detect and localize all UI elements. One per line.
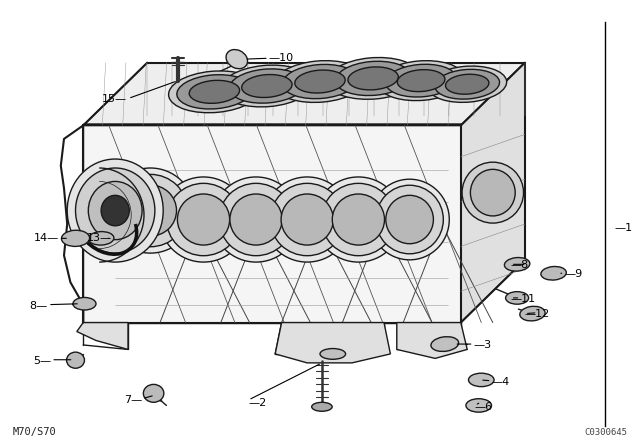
Ellipse shape — [226, 50, 248, 69]
Ellipse shape — [386, 195, 433, 244]
Ellipse shape — [462, 162, 524, 223]
Ellipse shape — [212, 177, 300, 262]
Ellipse shape — [221, 65, 313, 107]
Ellipse shape — [541, 267, 566, 280]
Polygon shape — [397, 323, 467, 358]
Ellipse shape — [321, 183, 396, 256]
Ellipse shape — [428, 66, 507, 103]
Polygon shape — [461, 63, 525, 323]
Ellipse shape — [386, 64, 456, 97]
Text: 5—: 5— — [33, 356, 51, 366]
Ellipse shape — [101, 195, 129, 226]
Ellipse shape — [270, 183, 344, 256]
Text: —12: —12 — [525, 310, 550, 319]
Polygon shape — [83, 125, 461, 323]
Text: —10: —10 — [269, 53, 294, 63]
Ellipse shape — [295, 70, 345, 93]
Ellipse shape — [315, 177, 402, 262]
Ellipse shape — [370, 179, 449, 260]
Text: —3: —3 — [474, 340, 492, 350]
Ellipse shape — [160, 177, 247, 262]
Ellipse shape — [327, 57, 419, 99]
Ellipse shape — [67, 159, 163, 262]
Ellipse shape — [378, 60, 465, 101]
Ellipse shape — [520, 306, 545, 321]
Ellipse shape — [376, 185, 444, 254]
Ellipse shape — [264, 177, 351, 262]
Ellipse shape — [76, 168, 155, 253]
Ellipse shape — [504, 258, 530, 271]
Ellipse shape — [177, 194, 230, 245]
Ellipse shape — [397, 69, 445, 92]
Text: —6: —6 — [475, 402, 493, 412]
Text: M70/S70: M70/S70 — [13, 427, 56, 437]
Text: 15—: 15— — [102, 95, 127, 104]
Ellipse shape — [312, 402, 332, 411]
Ellipse shape — [466, 399, 492, 412]
Ellipse shape — [320, 349, 346, 359]
Ellipse shape — [168, 71, 260, 113]
Ellipse shape — [113, 174, 188, 247]
Text: 14—: 14— — [34, 233, 59, 243]
Ellipse shape — [274, 60, 366, 103]
Ellipse shape — [281, 194, 333, 245]
Ellipse shape — [468, 373, 494, 387]
Ellipse shape — [88, 181, 142, 240]
Ellipse shape — [61, 230, 90, 246]
Ellipse shape — [506, 292, 529, 304]
Ellipse shape — [470, 169, 515, 216]
Ellipse shape — [431, 337, 459, 351]
Text: 13—: 13— — [87, 233, 112, 243]
Ellipse shape — [166, 183, 241, 256]
Ellipse shape — [282, 65, 358, 99]
Text: 7—: 7— — [124, 395, 142, 405]
Ellipse shape — [88, 232, 114, 245]
Ellipse shape — [332, 194, 385, 245]
Ellipse shape — [189, 80, 239, 103]
Text: —9: —9 — [564, 269, 583, 279]
Ellipse shape — [219, 183, 293, 256]
Ellipse shape — [229, 69, 305, 103]
Ellipse shape — [230, 194, 282, 245]
Polygon shape — [77, 323, 128, 349]
Ellipse shape — [335, 61, 411, 95]
Ellipse shape — [124, 185, 177, 236]
Ellipse shape — [242, 74, 292, 98]
Ellipse shape — [143, 384, 164, 402]
Text: —2: —2 — [248, 398, 267, 408]
Ellipse shape — [107, 168, 194, 253]
Text: —4: —4 — [492, 377, 510, 387]
Polygon shape — [83, 63, 525, 125]
Ellipse shape — [177, 75, 252, 109]
Ellipse shape — [445, 74, 489, 94]
Ellipse shape — [67, 352, 84, 368]
Text: —1: —1 — [614, 224, 632, 233]
Ellipse shape — [73, 297, 96, 310]
Ellipse shape — [348, 67, 398, 90]
Polygon shape — [275, 323, 390, 363]
Text: —11: —11 — [511, 294, 536, 304]
Ellipse shape — [435, 69, 500, 99]
Text: 8—: 8— — [29, 301, 48, 310]
Text: —8: —8 — [511, 260, 529, 270]
Text: C0300645: C0300645 — [584, 428, 627, 437]
